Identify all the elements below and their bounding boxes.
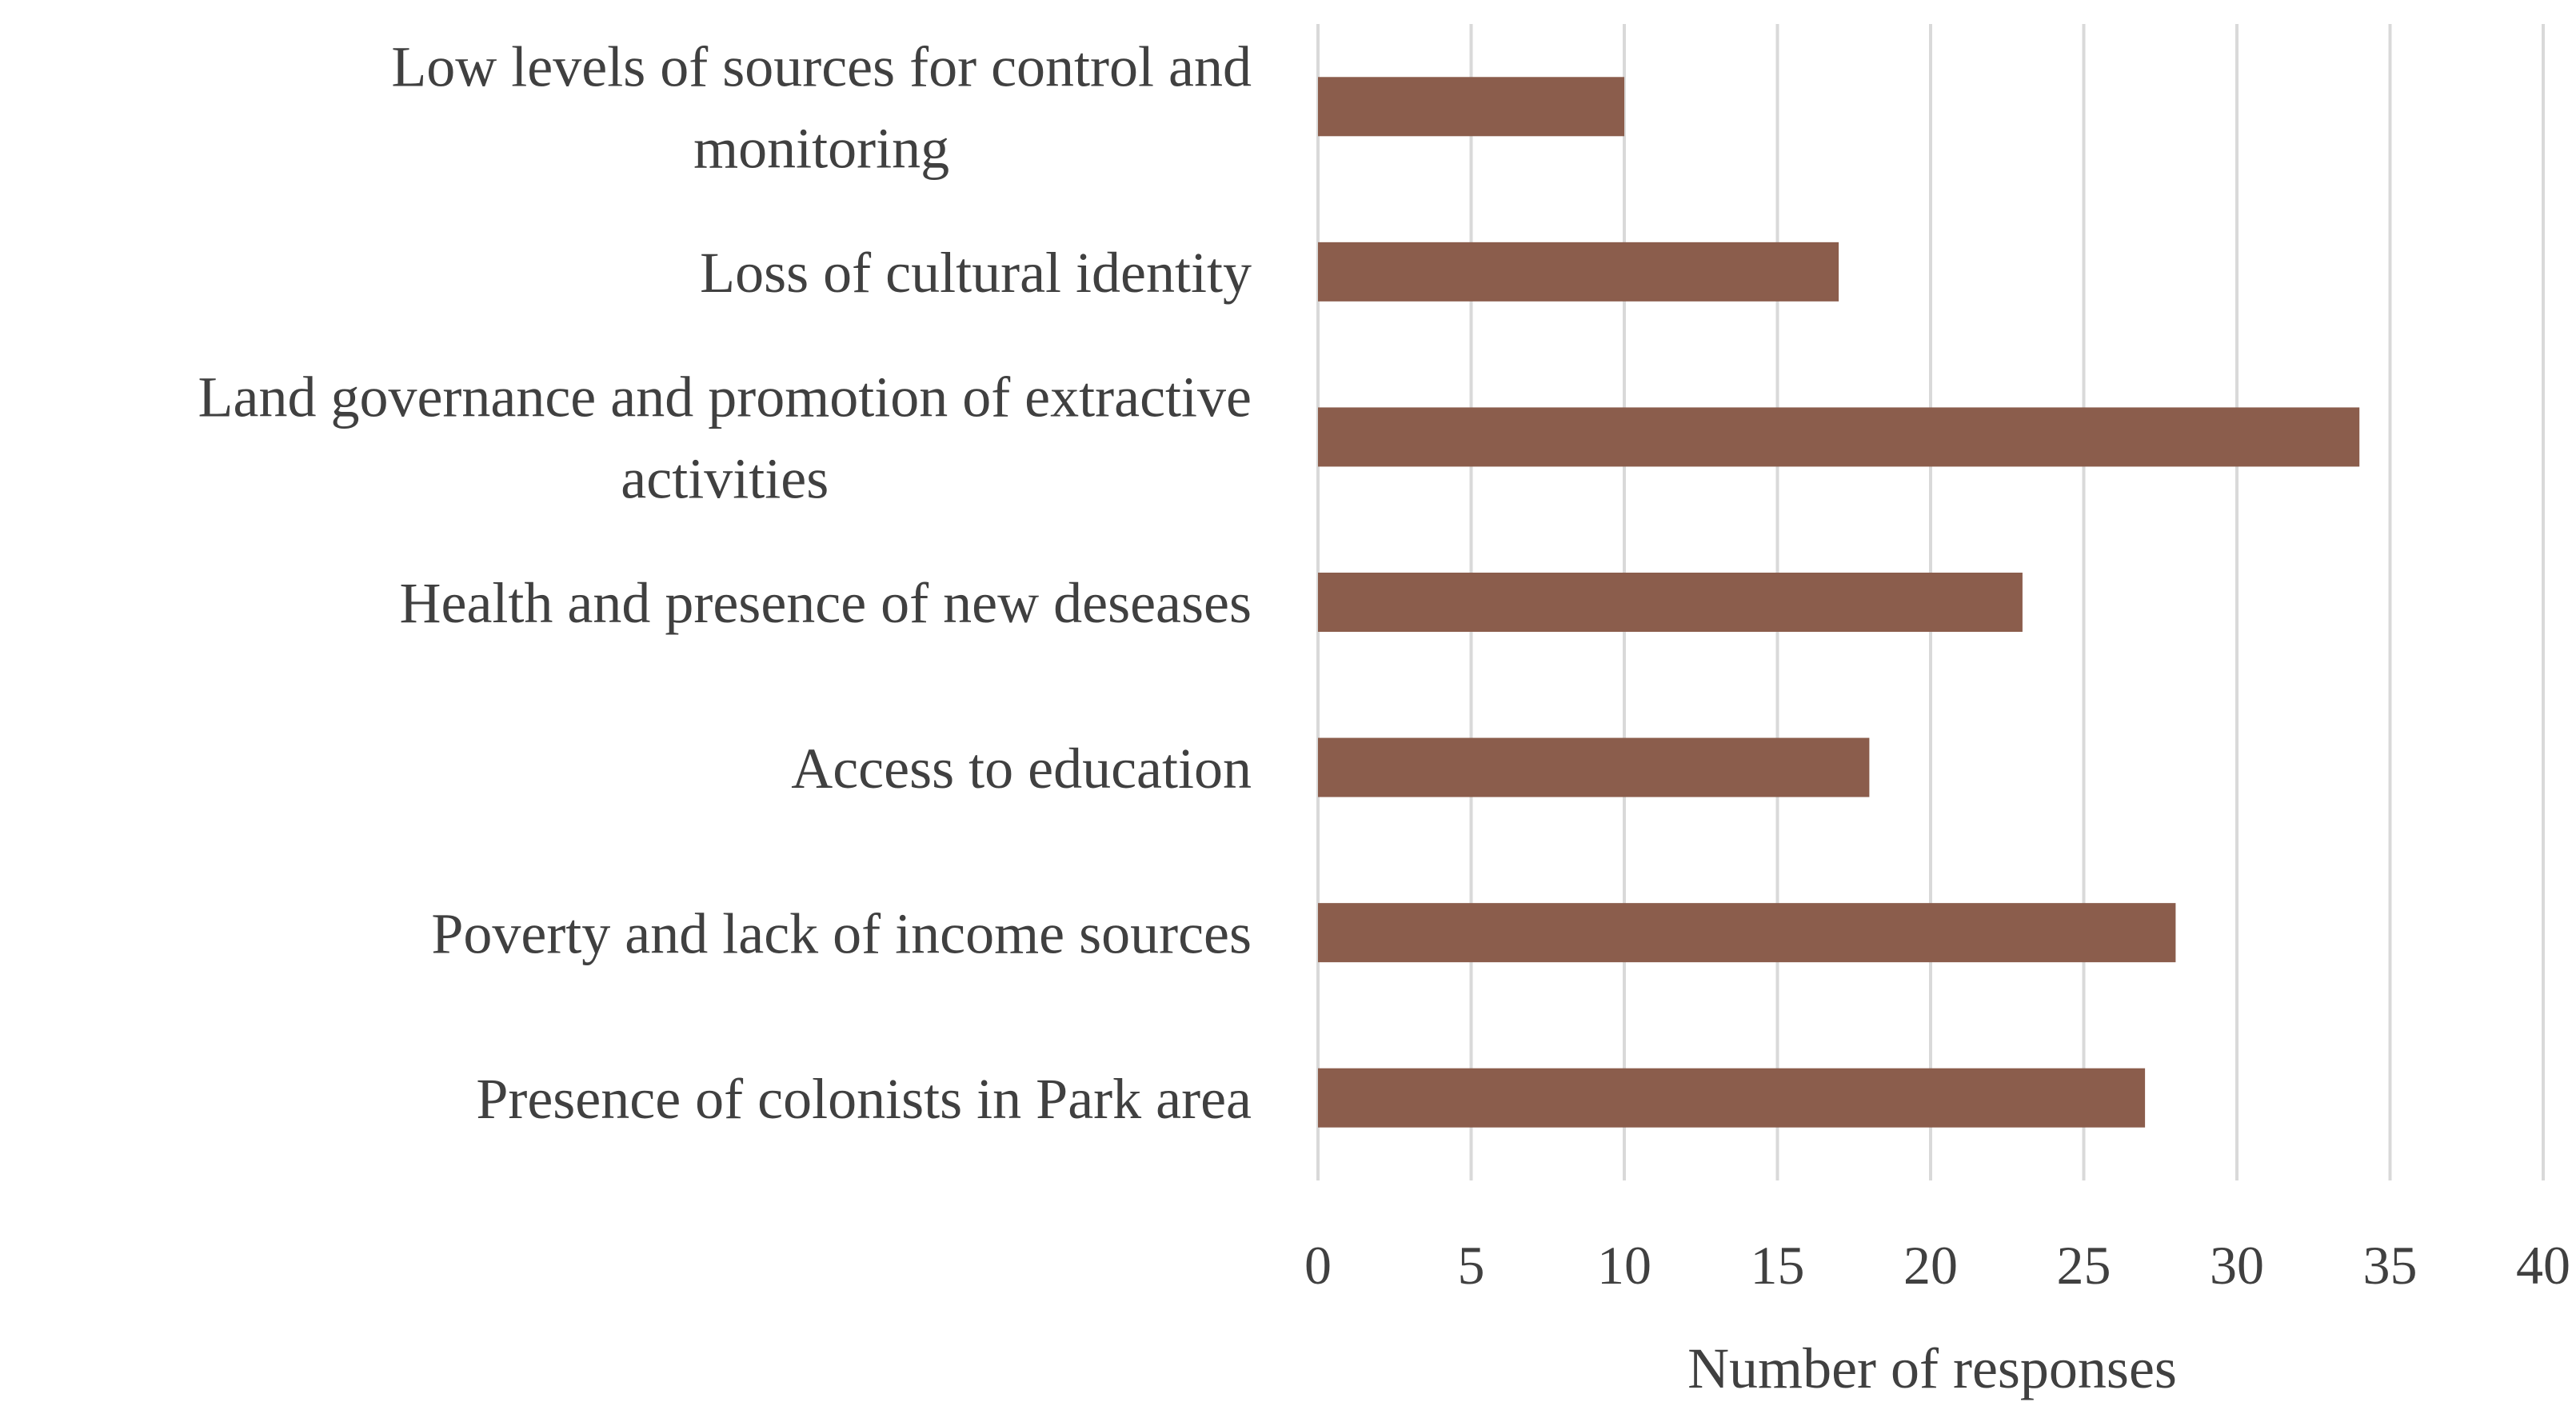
category-label: monitoring: [693, 116, 949, 180]
x-tick-label: 30: [2210, 1235, 2264, 1296]
x-tick-label: 40: [2516, 1235, 2570, 1296]
category-label: Low levels of sources for control and: [391, 34, 1252, 98]
bar-7: [1318, 1068, 2146, 1128]
category-label: activities: [621, 447, 829, 511]
category-label: Health and presence of new deseases: [399, 571, 1252, 635]
category-labels: Low levels of sources for control and mon…: [198, 34, 1252, 1130]
category-label: Access to education: [791, 737, 1252, 801]
category-label: Land governance and promotion of extract…: [198, 365, 1252, 429]
category-label: Loss of cultural identity: [700, 241, 1252, 305]
x-tick-label: 25: [2057, 1235, 2111, 1296]
x-tick-label: 5: [1458, 1235, 1485, 1296]
bars: [1318, 77, 2360, 1128]
bar-5: [1318, 737, 1870, 797]
bar-2: [1318, 242, 1839, 302]
bar-1: [1318, 77, 1624, 137]
category-label: Presence of colonists in Park area: [476, 1067, 1252, 1131]
x-tick-label: 15: [1751, 1235, 1805, 1296]
bar-3: [1318, 407, 2360, 467]
x-tick-label: 0: [1304, 1235, 1332, 1296]
x-axis-title: Number of responses: [1687, 1336, 2177, 1400]
category-label: Poverty and lack of income sources: [431, 901, 1252, 965]
bar-6: [1318, 903, 2176, 963]
bar-4: [1318, 573, 2023, 632]
x-tick-labels: 0 5 10 15 20 25 30 35 40: [1304, 1235, 2570, 1296]
x-tick-label: 20: [1903, 1235, 1958, 1296]
x-tick-label: 35: [2363, 1235, 2418, 1296]
x-tick-label: 10: [1597, 1235, 1651, 1296]
